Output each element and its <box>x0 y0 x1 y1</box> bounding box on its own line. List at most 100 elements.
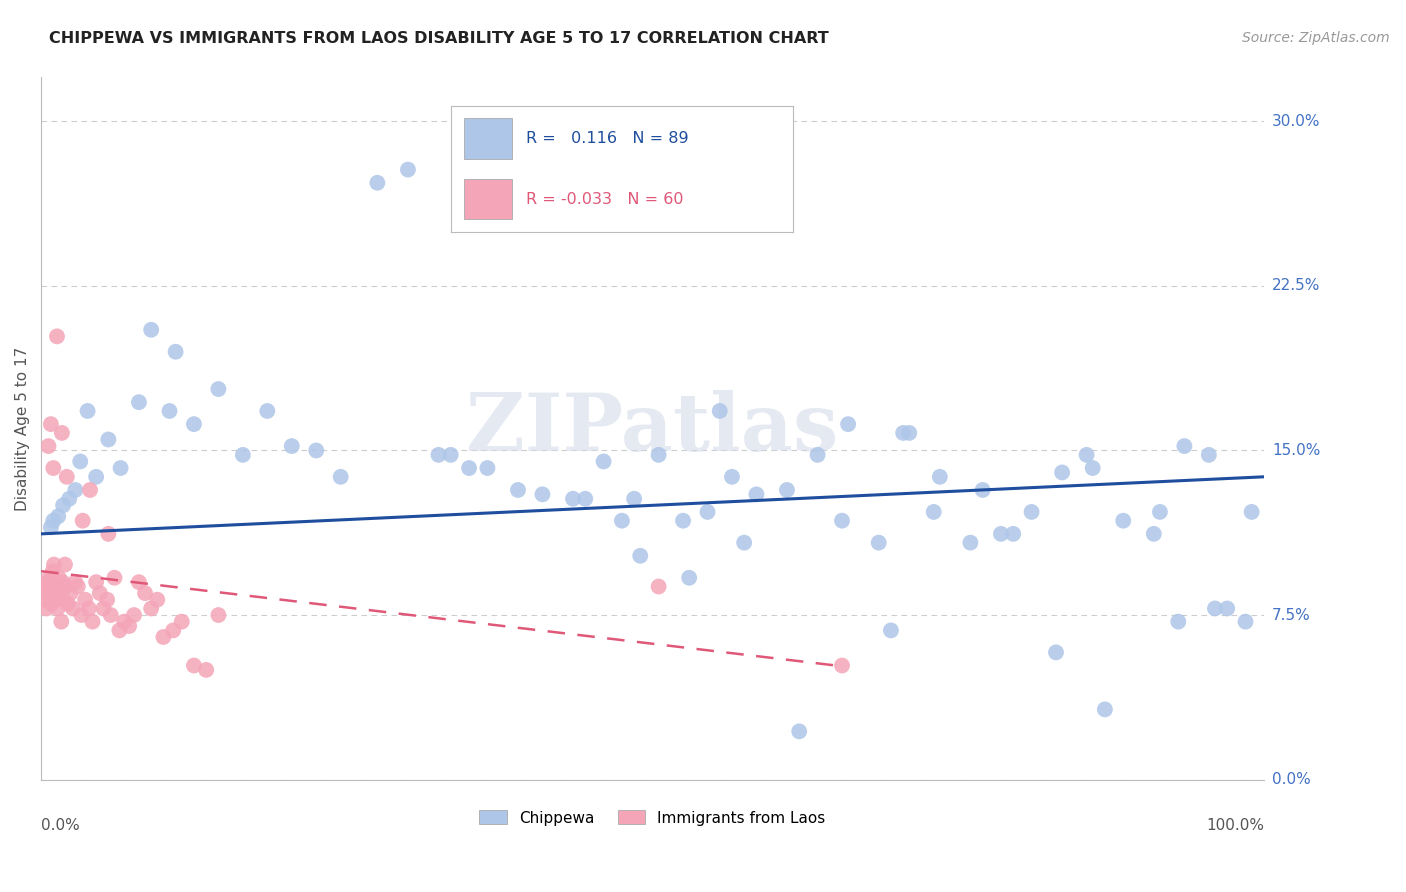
Point <box>96 592 118 607</box>
Point <box>52 592 75 607</box>
Point <box>868 535 890 549</box>
Point <box>232 448 254 462</box>
Point <box>134 586 156 600</box>
Point <box>1167 615 1189 629</box>
Point <box>159 404 181 418</box>
Point <box>1021 505 1043 519</box>
Point <box>990 526 1012 541</box>
Point <box>128 395 150 409</box>
Point <box>65 575 87 590</box>
Point <box>42 564 65 578</box>
Text: 100.0%: 100.0% <box>1206 818 1264 833</box>
Point <box>108 624 131 638</box>
Point <box>1198 448 1220 462</box>
Point <box>592 454 614 468</box>
Point <box>806 448 828 462</box>
Point <box>59 586 82 600</box>
Point <box>56 597 79 611</box>
Point <box>1149 505 1171 519</box>
Point <box>574 491 596 506</box>
Point <box>41 597 63 611</box>
Point <box>39 580 62 594</box>
Point <box>678 571 700 585</box>
Point <box>891 425 914 440</box>
Point <box>837 417 859 431</box>
Point <box>51 425 73 440</box>
Text: 0.0%: 0.0% <box>41 818 80 833</box>
Point <box>48 571 70 585</box>
Point <box>103 571 125 585</box>
Text: Source: ZipAtlas.com: Source: ZipAtlas.com <box>1241 31 1389 45</box>
Point <box>458 461 481 475</box>
Point <box>82 615 104 629</box>
Point <box>647 448 669 462</box>
Point <box>37 439 59 453</box>
Text: 0.0%: 0.0% <box>1272 772 1310 787</box>
Point <box>1045 645 1067 659</box>
Point <box>610 514 633 528</box>
Point <box>195 663 218 677</box>
Point <box>35 601 58 615</box>
Legend: Chippewa, Immigrants from Laos: Chippewa, Immigrants from Laos <box>474 805 831 831</box>
Y-axis label: Disability Age 5 to 17: Disability Age 5 to 17 <box>15 346 30 510</box>
Point <box>118 619 141 633</box>
Point <box>89 586 111 600</box>
Point <box>128 575 150 590</box>
Point <box>62 601 84 615</box>
Point <box>1094 702 1116 716</box>
Point <box>776 483 799 497</box>
Point <box>122 608 145 623</box>
Point <box>70 608 93 623</box>
Point <box>1240 505 1263 519</box>
Point <box>721 470 744 484</box>
Point <box>45 580 67 594</box>
Point <box>46 601 69 615</box>
Point <box>52 499 75 513</box>
Point <box>647 580 669 594</box>
Point <box>42 461 65 475</box>
Point <box>39 417 62 431</box>
Text: 30.0%: 30.0% <box>1272 114 1320 128</box>
Text: ZIPatlas: ZIPatlas <box>467 390 838 467</box>
Point <box>32 592 55 607</box>
Point <box>165 344 187 359</box>
Point <box>1216 601 1239 615</box>
Point <box>100 608 122 623</box>
Point <box>183 417 205 431</box>
Point <box>162 624 184 638</box>
Point <box>46 509 69 524</box>
Point <box>49 586 72 600</box>
Point <box>97 526 120 541</box>
Point <box>42 514 65 528</box>
Point <box>56 470 79 484</box>
Point <box>112 615 135 629</box>
Point <box>55 580 77 594</box>
Point <box>440 448 463 462</box>
Point <box>32 580 55 594</box>
Point <box>39 520 62 534</box>
Point <box>152 630 174 644</box>
Point <box>42 558 65 572</box>
Point <box>256 404 278 418</box>
Point <box>97 433 120 447</box>
Point <box>1112 514 1135 528</box>
Point <box>831 514 853 528</box>
Point <box>72 514 94 528</box>
Point <box>146 592 169 607</box>
Point <box>366 176 388 190</box>
Point <box>922 505 945 519</box>
Point <box>51 615 73 629</box>
Point <box>959 535 981 549</box>
Point <box>396 162 419 177</box>
Point <box>1234 615 1257 629</box>
Point <box>1050 466 1073 480</box>
Point <box>928 470 950 484</box>
Point <box>696 505 718 519</box>
Point <box>79 483 101 497</box>
Point <box>46 329 69 343</box>
Point <box>66 580 89 594</box>
Point <box>1076 448 1098 462</box>
Point <box>84 470 107 484</box>
Point <box>1173 439 1195 453</box>
Point <box>207 382 229 396</box>
